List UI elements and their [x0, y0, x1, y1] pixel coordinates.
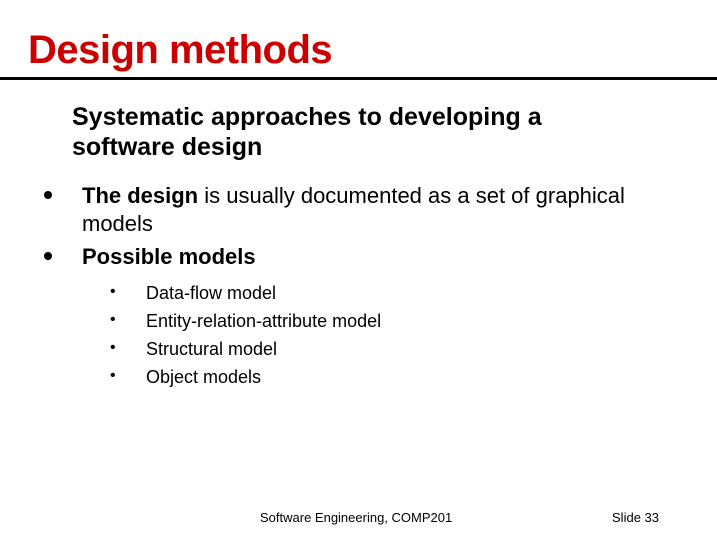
sub-bullet-text: Data-flow model: [146, 281, 276, 305]
slide-body: Systematic approaches to developing a so…: [28, 80, 689, 390]
sub-bullet-text: Object models: [146, 365, 261, 389]
bullet-prefix: Possible models: [82, 244, 256, 269]
sub-bullet-marker: •: [110, 337, 146, 359]
sub-bullet-list: • Data-flow model • Entity-relation-attr…: [72, 281, 689, 390]
bullet-dot-icon: [44, 252, 52, 260]
sub-bullet-text: Structural model: [146, 337, 277, 361]
bullet-item: The design is usually documented as a se…: [44, 182, 689, 237]
slide-title: Design methods: [28, 28, 689, 73]
sub-bullet-item: • Structural model: [110, 337, 689, 361]
sub-bullet-item: • Data-flow model: [110, 281, 689, 305]
bullet-dot-icon: [44, 191, 52, 199]
sub-bullet-item: • Object models: [110, 365, 689, 389]
footer-course: Software Engineering, COMP201: [260, 510, 452, 525]
sub-bullet-marker: •: [110, 309, 146, 331]
slide-subheading: Systematic approaches to developing a so…: [72, 102, 632, 162]
sub-bullet-marker: •: [110, 281, 146, 303]
bullet-text: The design is usually documented as a se…: [82, 182, 689, 237]
bullet-list: The design is usually documented as a se…: [44, 182, 689, 271]
footer-slide-number: Slide 33: [612, 510, 659, 525]
sub-bullet-text: Entity-relation-attribute model: [146, 309, 381, 333]
bullet-text: Possible models: [82, 243, 256, 271]
bullet-prefix: The design: [82, 183, 198, 208]
bullet-item: Possible models: [44, 243, 689, 271]
slide: Design methods Systematic approaches to …: [0, 0, 717, 538]
sub-bullet-item: • Entity-relation-attribute model: [110, 309, 689, 333]
sub-bullet-marker: •: [110, 365, 146, 387]
